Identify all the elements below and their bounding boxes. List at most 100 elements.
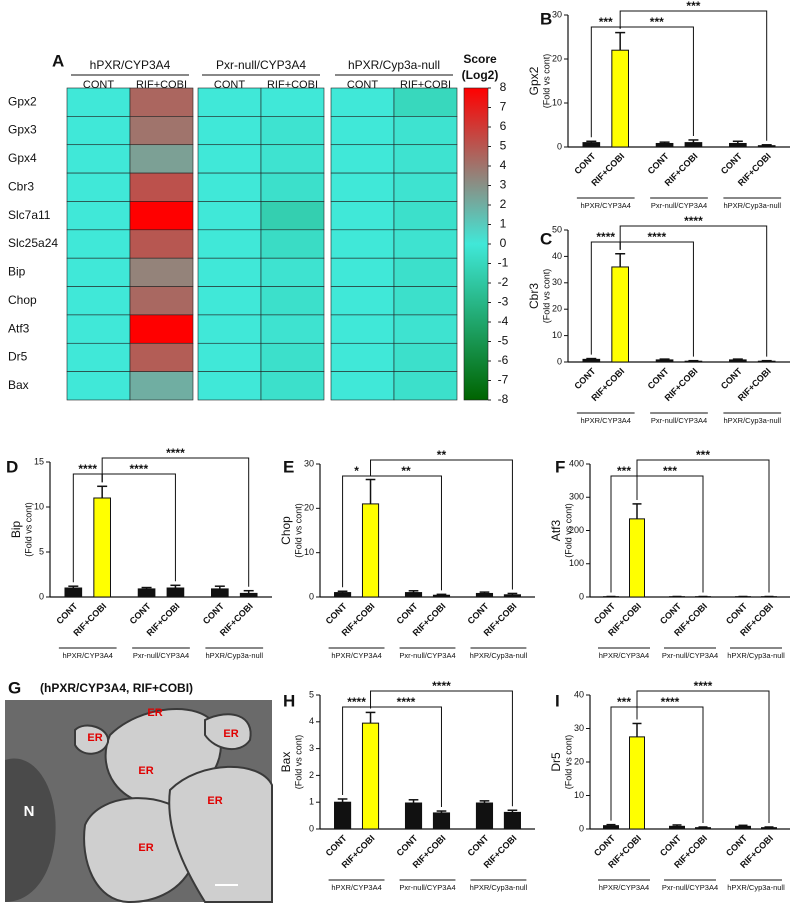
bar: [475, 592, 494, 598]
heatmap-cell: [330, 172, 395, 202]
colorbar-tick-label: -8: [498, 392, 509, 406]
group-label: hPXR/CYP3A4: [599, 651, 649, 660]
bar: [137, 588, 156, 598]
panel-letter: C: [540, 229, 552, 248]
heatmap-cell: [66, 201, 131, 231]
x-tick-label: CONT: [465, 833, 490, 858]
y-tick-label: 20: [552, 53, 562, 63]
bar: [729, 142, 747, 148]
heatmap-cell: [260, 342, 325, 372]
y-tick-label: 0: [557, 141, 562, 151]
heatmap-cell: [129, 314, 194, 344]
bar: [432, 594, 451, 598]
significance-label: ****: [129, 462, 148, 476]
x-tick-label: CONT: [465, 601, 490, 626]
bar: [361, 722, 380, 830]
bar: [582, 358, 601, 363]
y-axis-sublabel: (Fold vs cont): [563, 735, 573, 790]
bar: [684, 142, 703, 148]
heatmap-cell: [330, 257, 395, 287]
bar: [64, 587, 83, 598]
heatmap-cell: [197, 229, 262, 259]
y-tick-label: 0: [309, 823, 314, 833]
group-label: hPXR/Cyp3a-null: [723, 201, 781, 210]
bar: [629, 518, 645, 598]
heatmap-cell: [197, 286, 262, 316]
heatmap-cell: [393, 87, 458, 117]
significance-bracket: [636, 459, 770, 593]
x-tick-label: CONT: [572, 366, 597, 391]
y-tick-label: 50: [552, 224, 562, 234]
er-lumen: [204, 713, 252, 750]
image-label: ER: [138, 765, 153, 777]
colorbar-tick-label: 8: [500, 80, 507, 94]
heatmap-cell: [393, 172, 458, 202]
heatmap-cell: [197, 116, 262, 146]
group-label: hPXR/CYP3A4: [63, 651, 113, 660]
group-label: Pxr-null/CYP3A4: [216, 58, 306, 72]
heatmap-cell: [129, 201, 194, 231]
significance-label: ***: [650, 15, 664, 29]
panel-letter: E: [283, 457, 294, 476]
heatmap-cell: [197, 314, 262, 344]
y-tick-label: 10: [304, 547, 314, 557]
x-tick-label: CONT: [719, 366, 744, 391]
heatmap-cell: [260, 172, 325, 202]
heatmap-cell: [66, 116, 131, 146]
y-axis-label: Bax: [279, 752, 293, 773]
x-tick-label: CONT: [646, 366, 671, 391]
heatmap-cell: [260, 116, 325, 146]
x-tick-label: CONT: [128, 601, 153, 626]
heatmap-cell: [330, 87, 395, 117]
x-tick-label: CONT: [201, 601, 226, 626]
panel-letter: H: [283, 691, 295, 710]
heatmap-cell: [197, 257, 262, 287]
heatmap-cell: [393, 144, 458, 174]
significance-bracket: [619, 10, 768, 141]
colorbar: [463, 87, 489, 401]
y-tick-label: 20: [552, 304, 562, 314]
x-tick-label: CONT: [324, 833, 349, 858]
heatmap-cell: [66, 371, 131, 401]
group-label: hPXR/Cyp3a-null: [470, 651, 528, 660]
row-label: Chop: [8, 293, 37, 307]
row-label: Gpx2: [8, 94, 37, 108]
heatmap-cell: [393, 286, 458, 316]
heatmap-cell: [260, 201, 325, 231]
bar: [611, 266, 629, 363]
y-tick-label: 1: [309, 797, 314, 807]
group-label: hPXR/CYP3A4: [599, 883, 649, 892]
x-tick-label: CONT: [719, 151, 744, 176]
bar: [166, 587, 185, 598]
group-label: hPXR/CYP3A4: [581, 416, 631, 425]
heatmap-cell: [393, 371, 458, 401]
heatmap-cell: [129, 342, 194, 372]
group-label: Pxr-null/CYP3A4: [133, 651, 189, 660]
significance-bracket: [619, 241, 694, 357]
heatmap-cell: [393, 257, 458, 287]
group-label: hPXR/CYP3A4: [331, 651, 381, 660]
y-axis-label: Dr5: [549, 752, 563, 772]
colorbar-tick-label: 4: [500, 158, 507, 172]
y-axis-sublabel: (Fold vs cont): [293, 503, 303, 558]
significance-label: ***: [686, 0, 700, 13]
bar: [629, 736, 645, 830]
colorbar-tick-label: 6: [500, 119, 507, 133]
heatmap-cell: [197, 87, 262, 117]
x-tick-label: CONT: [395, 833, 420, 858]
significance-label: ***: [617, 695, 631, 709]
y-tick-label: 5: [39, 546, 44, 556]
bar: [669, 825, 685, 830]
heatmap-cell: [66, 286, 131, 316]
bar: [361, 503, 380, 598]
image-label: ER: [223, 728, 238, 740]
heatmap-cell: [260, 87, 325, 117]
image-title: (hPXR/CYP3A4, RIF+COBI): [40, 681, 193, 695]
bar: [761, 827, 777, 830]
significance-bracket: [619, 26, 694, 136]
heatmap-cell: [129, 371, 194, 401]
bar: [432, 812, 451, 830]
colorbar-tick-label: -1: [498, 256, 509, 270]
y-axis-sublabel: (Fold vs cont): [563, 503, 573, 558]
